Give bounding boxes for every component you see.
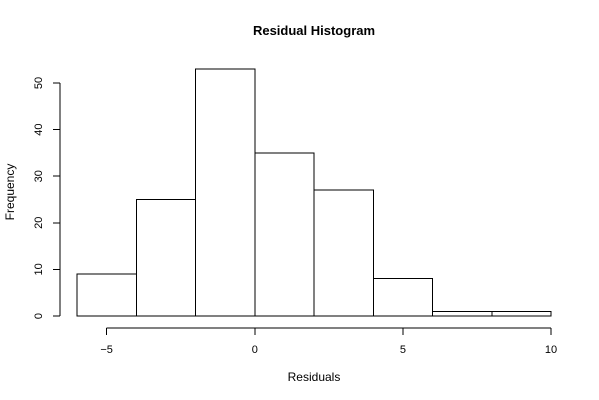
histogram-bar: [491, 310, 552, 317]
chart-title: Residual Histogram: [253, 23, 375, 38]
y-tick-label: 10: [33, 263, 45, 275]
x-tick-label: 0: [252, 344, 258, 356]
histogram-bar: [195, 68, 256, 317]
x-tick-label: −5: [100, 344, 113, 356]
y-tick-label: 30: [33, 170, 45, 182]
x-axis: −5 0 5 10: [100, 327, 557, 356]
x-tick-label: 10: [545, 344, 557, 356]
y-tick-label: 0: [33, 313, 45, 319]
histogram-bars: [76, 68, 552, 317]
y-tick-label: 20: [33, 217, 45, 229]
y-axis-label: Frequency: [3, 164, 17, 221]
y-tick-label: 50: [33, 77, 45, 89]
histogram-bar: [135, 198, 196, 317]
y-tick-label: 40: [33, 123, 45, 135]
histogram-bar: [76, 273, 137, 317]
histogram-bar: [432, 310, 493, 317]
histogram-bar: [372, 278, 433, 317]
histogram-bar: [254, 152, 315, 317]
x-axis-label: Residuals: [288, 370, 341, 384]
x-tick-label: 5: [400, 344, 406, 356]
histogram-bar: [313, 189, 374, 317]
y-axis: 0 10 20 30 40 50: [33, 77, 61, 319]
